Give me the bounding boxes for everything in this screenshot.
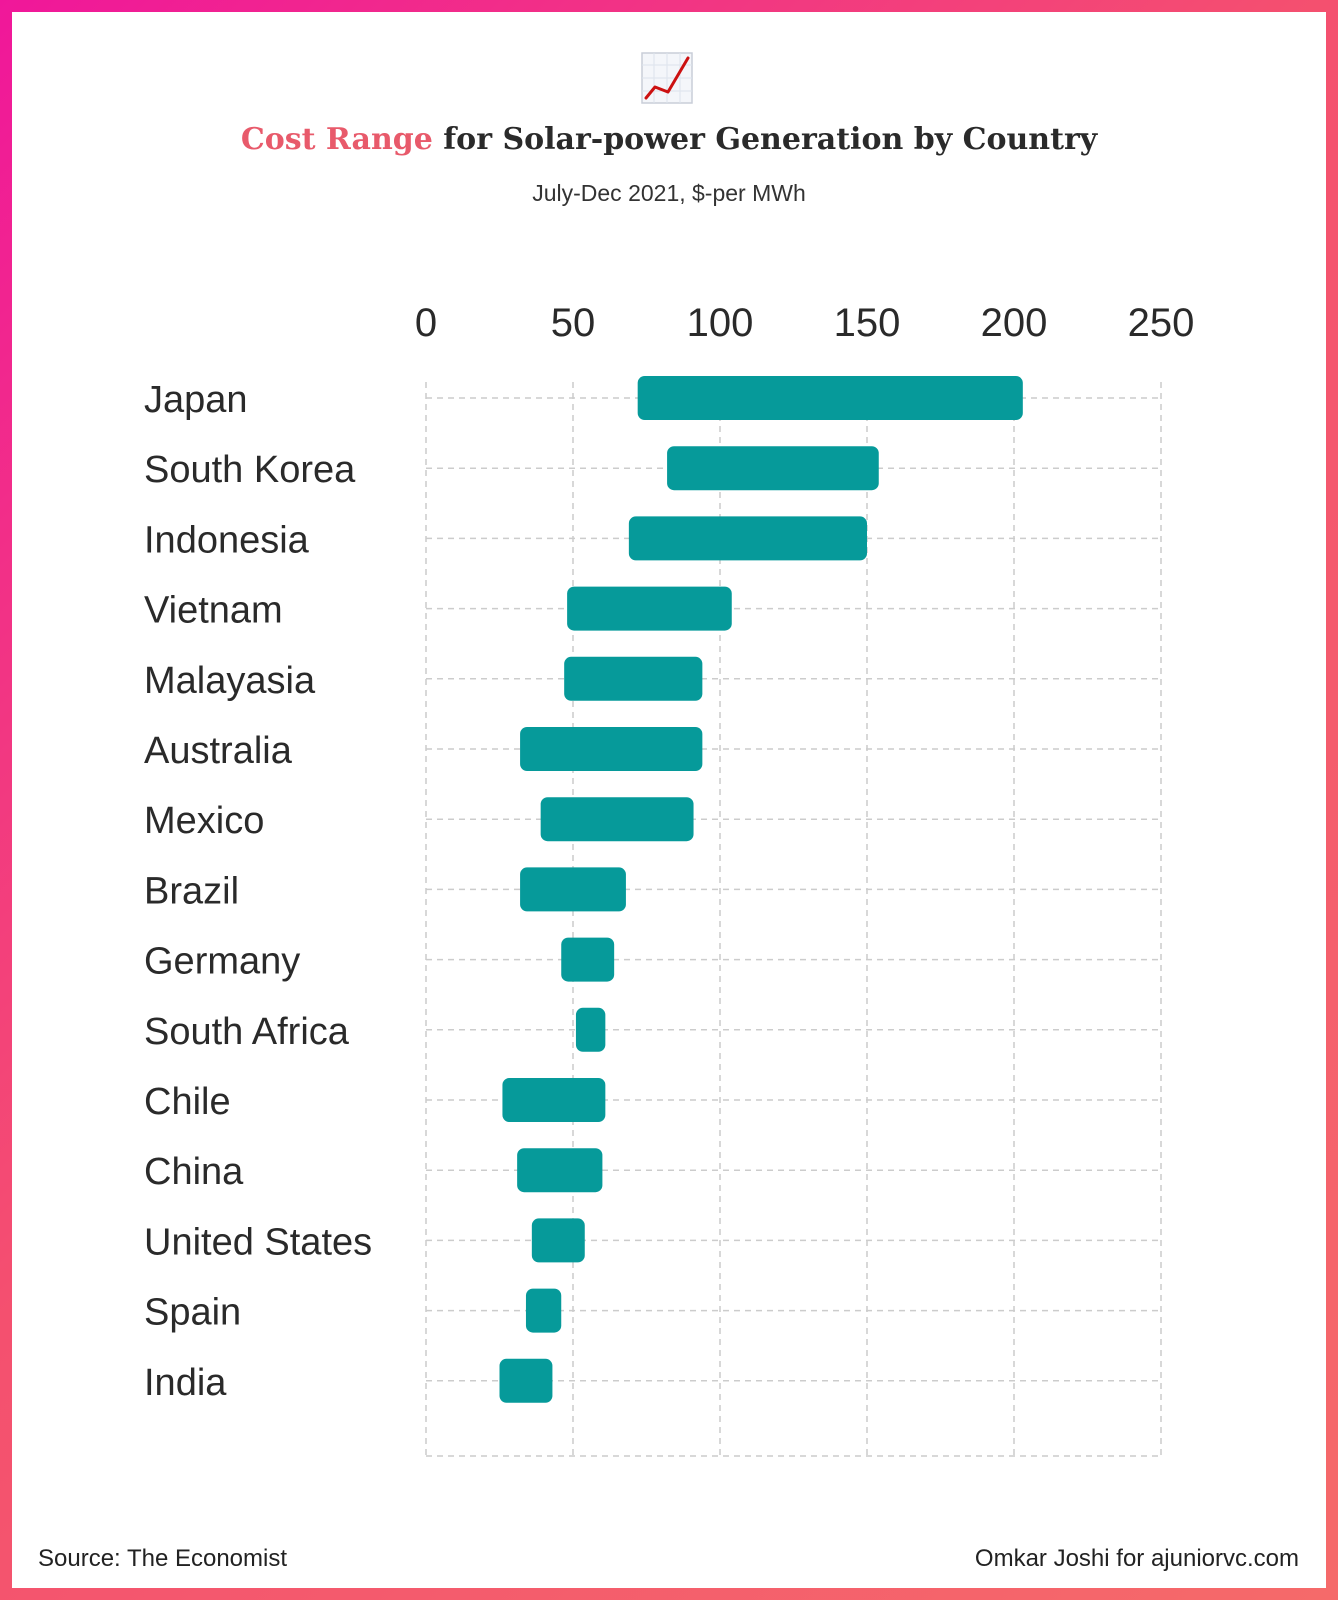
category-label: United States xyxy=(144,1221,372,1263)
category-label: Spain xyxy=(144,1292,241,1334)
category-label: Australia xyxy=(144,730,293,772)
category-label: South Africa xyxy=(144,1011,350,1053)
x-tick-label: 250 xyxy=(1128,301,1195,345)
x-tick-label: 150 xyxy=(834,301,901,345)
x-tick-label: 0 xyxy=(415,301,437,345)
author-credit: Omkar Joshi for ajuniorvc.com xyxy=(974,1545,1299,1572)
range-bar xyxy=(628,516,867,561)
category-label: India xyxy=(144,1362,227,1404)
chart-subtitle: July-Dec 2021, $-per MWh xyxy=(532,180,806,206)
chart-title: Cost Range for Solar-power Generation by… xyxy=(0,122,1338,157)
range-bar xyxy=(575,1007,606,1052)
range-bar xyxy=(567,586,732,631)
range-bar xyxy=(520,867,626,912)
category-label: Mexico xyxy=(144,800,264,842)
range-bar xyxy=(561,937,615,982)
category-label: South Korea xyxy=(144,449,356,491)
range-bar xyxy=(637,376,1023,420)
category-label: China xyxy=(144,1151,244,1193)
range-bar xyxy=(540,797,694,842)
category-label: Brazil xyxy=(144,870,239,912)
range-bar xyxy=(517,1148,603,1193)
category-label: Malayasia xyxy=(144,660,316,702)
range-bar xyxy=(499,1358,553,1403)
range-bar xyxy=(502,1078,606,1122)
category-label: Indonesia xyxy=(144,519,310,561)
title-rest: for Solar-power Generation by Country xyxy=(432,122,1098,157)
x-tick-label: 100 xyxy=(687,301,754,345)
range-bar xyxy=(531,1218,585,1263)
category-label: Vietnam xyxy=(144,590,283,632)
category-label: Chile xyxy=(144,1081,231,1123)
range-bar xyxy=(667,446,879,491)
range-bar xyxy=(564,656,703,701)
title-highlight: Cost Range xyxy=(240,122,433,157)
source-note: Source: The Economist xyxy=(38,1545,288,1572)
chart-increasing-icon xyxy=(641,52,693,104)
range-bar xyxy=(525,1288,562,1333)
x-tick-label: 50 xyxy=(551,301,596,345)
category-label: Japan xyxy=(144,379,248,421)
category-label: Germany xyxy=(144,941,300,983)
x-tick-label: 200 xyxy=(981,301,1048,345)
range-bar xyxy=(520,727,703,771)
